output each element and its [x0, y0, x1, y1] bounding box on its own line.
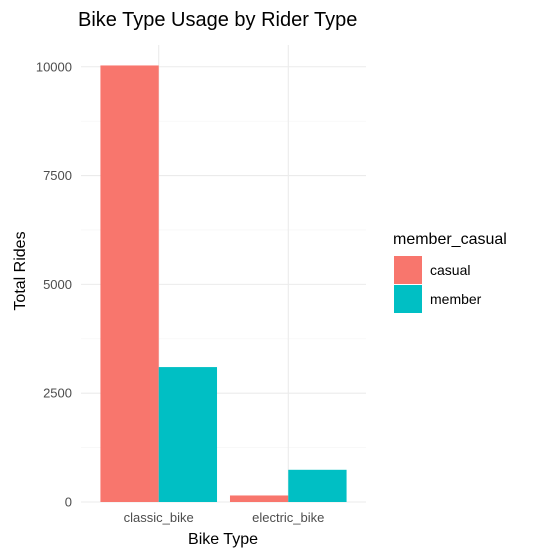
- legend-label-casual: casual: [430, 262, 470, 278]
- x-axis-title: Bike Type: [188, 531, 258, 548]
- y-tick-label: 0: [65, 495, 72, 510]
- y-tick-label: 5000: [43, 277, 72, 292]
- legend-label-member: member: [430, 291, 482, 307]
- y-axis-ticks: 0 2500 5000 7500 10000: [36, 59, 72, 509]
- y-tick-label: 2500: [43, 386, 72, 401]
- x-axis-ticks: classic_bike electric_bike: [124, 510, 325, 525]
- y-tick-label: 7500: [43, 168, 72, 183]
- legend-items: casual member: [394, 256, 482, 313]
- bars: [100, 65, 347, 503]
- x-tick-label: classic_bike: [124, 510, 194, 525]
- legend-swatch-casual: [394, 256, 422, 284]
- bar-classic_bike-member: [158, 367, 218, 502]
- bar-classic_bike-casual: [100, 65, 159, 503]
- x-tick-label: electric_bike: [252, 510, 324, 525]
- y-tick-label: 10000: [36, 59, 72, 74]
- chart-title: Bike Type Usage by Rider Type: [78, 9, 357, 31]
- bar-electric_bike-casual: [229, 495, 289, 502]
- bar-electric_bike-member: [288, 469, 347, 502]
- legend-title: member_casual: [393, 231, 507, 248]
- legend: member_casual casual member: [393, 231, 507, 313]
- legend-swatch-member: [394, 285, 422, 313]
- y-axis-title: Total Rides: [12, 231, 29, 310]
